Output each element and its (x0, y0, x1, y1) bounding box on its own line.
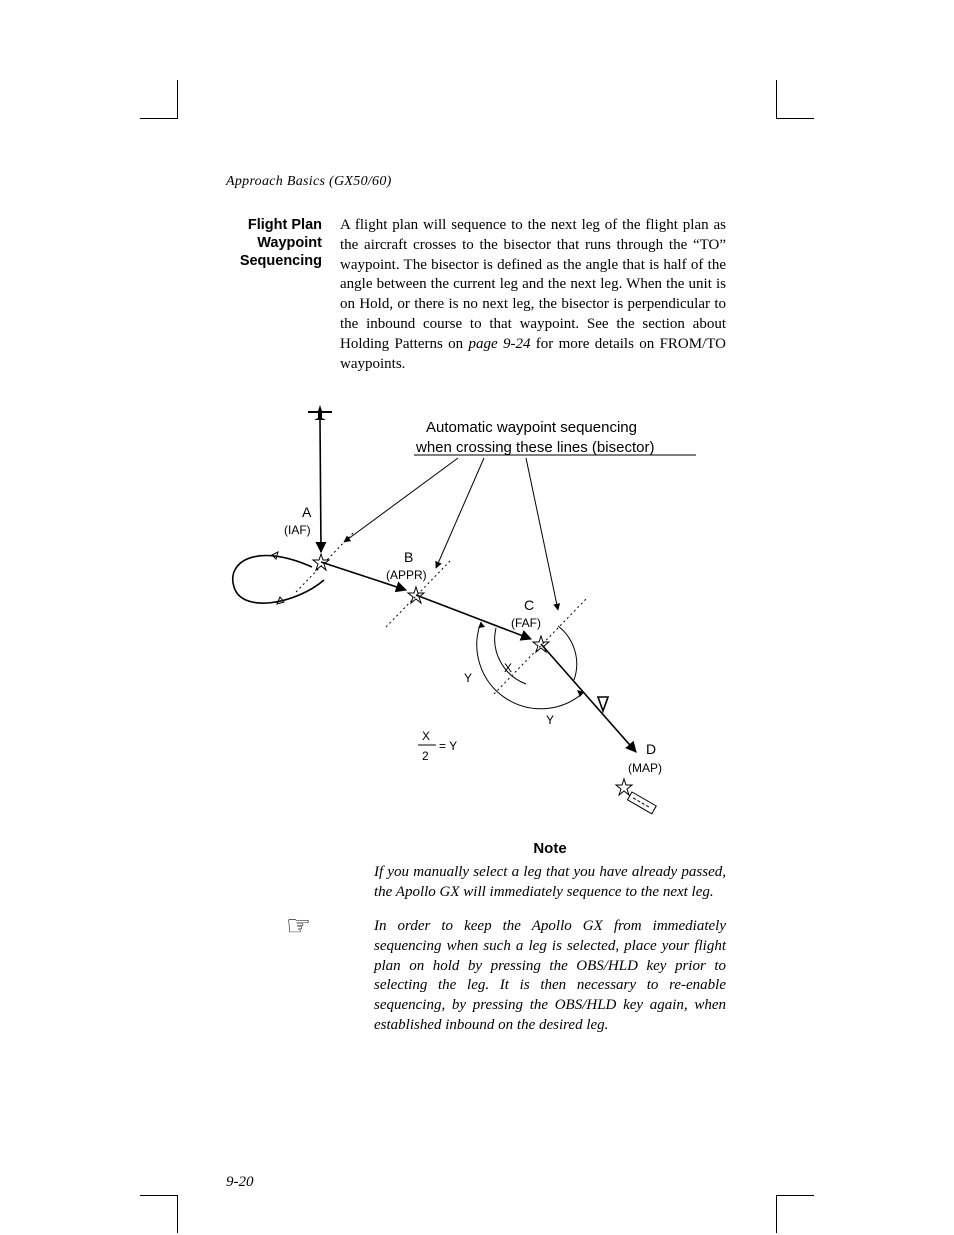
side-heading-line: Waypoint (257, 235, 322, 251)
bisector-diagram: Automatic waypoint sequencing when cross… (226, 392, 716, 822)
section-row: Flight Plan Waypoint Sequencing A flight… (226, 216, 726, 374)
diagram-caption: Automatic waypoint sequencing (426, 419, 637, 436)
svg-text:X: X (422, 729, 430, 743)
runway-icon (628, 792, 657, 814)
svg-text:D: D (646, 741, 656, 757)
bisector-equation: X 2 = Y (418, 729, 457, 763)
body-text: A flight plan will sequence to the next … (340, 217, 726, 352)
waypoint-D: D (MAP) (628, 741, 662, 775)
waypoint-C: C (FAF) (511, 597, 541, 630)
side-heading-line: Flight Plan (248, 217, 322, 233)
svg-text:Y: Y (546, 713, 554, 727)
waypoint-A: A (IAF) (284, 504, 312, 537)
body-paragraph: A flight plan will sequence to the next … (340, 216, 726, 374)
svg-text:(APPR): (APPR) (386, 568, 427, 582)
holding-pattern (233, 556, 324, 604)
diagram-caption: when crossing these lines (bisector) (415, 439, 654, 456)
pointer-arrow (526, 458, 558, 610)
pointing-hand-icon: ☞ (286, 913, 311, 941)
page-number: 9-20 (226, 1174, 254, 1191)
running-head: Approach Basics (GX50/60) (226, 174, 726, 190)
leg-cd (541, 644, 636, 752)
svg-text:A: A (302, 504, 312, 520)
page-ref: page 9-24 (468, 336, 530, 352)
svg-text:= Y: = Y (439, 739, 457, 753)
svg-text:X: X (504, 661, 512, 675)
svg-text:B: B (404, 549, 413, 565)
svg-text:Y: Y (464, 671, 472, 685)
note-paragraph: In order to keep the Apollo GX from imme… (374, 917, 726, 1036)
aircraft-icon (308, 405, 332, 420)
pointer-arrow (436, 458, 484, 568)
note-paragraph: If you manually select a leg that you ha… (374, 863, 726, 903)
side-heading-line: Sequencing (240, 253, 322, 269)
pointer-arrow (344, 458, 458, 542)
side-heading: Flight Plan Waypoint Sequencing (226, 216, 340, 270)
page-content: Approach Basics (GX50/60) Flight Plan Wa… (226, 174, 726, 1050)
angle-arc-x (477, 622, 584, 709)
note-title: Note (374, 840, 726, 857)
triangle-marker (598, 697, 608, 711)
waypoint-B: B (APPR) (386, 549, 427, 582)
svg-text:(MAP): (MAP) (628, 761, 662, 775)
svg-text:C: C (524, 597, 534, 613)
svg-text:(FAF): (FAF) (511, 616, 541, 630)
note-block: Note If you manually select a leg that y… (374, 840, 726, 1035)
svg-text:2: 2 (422, 749, 429, 763)
svg-text:(IAF): (IAF) (284, 523, 311, 537)
